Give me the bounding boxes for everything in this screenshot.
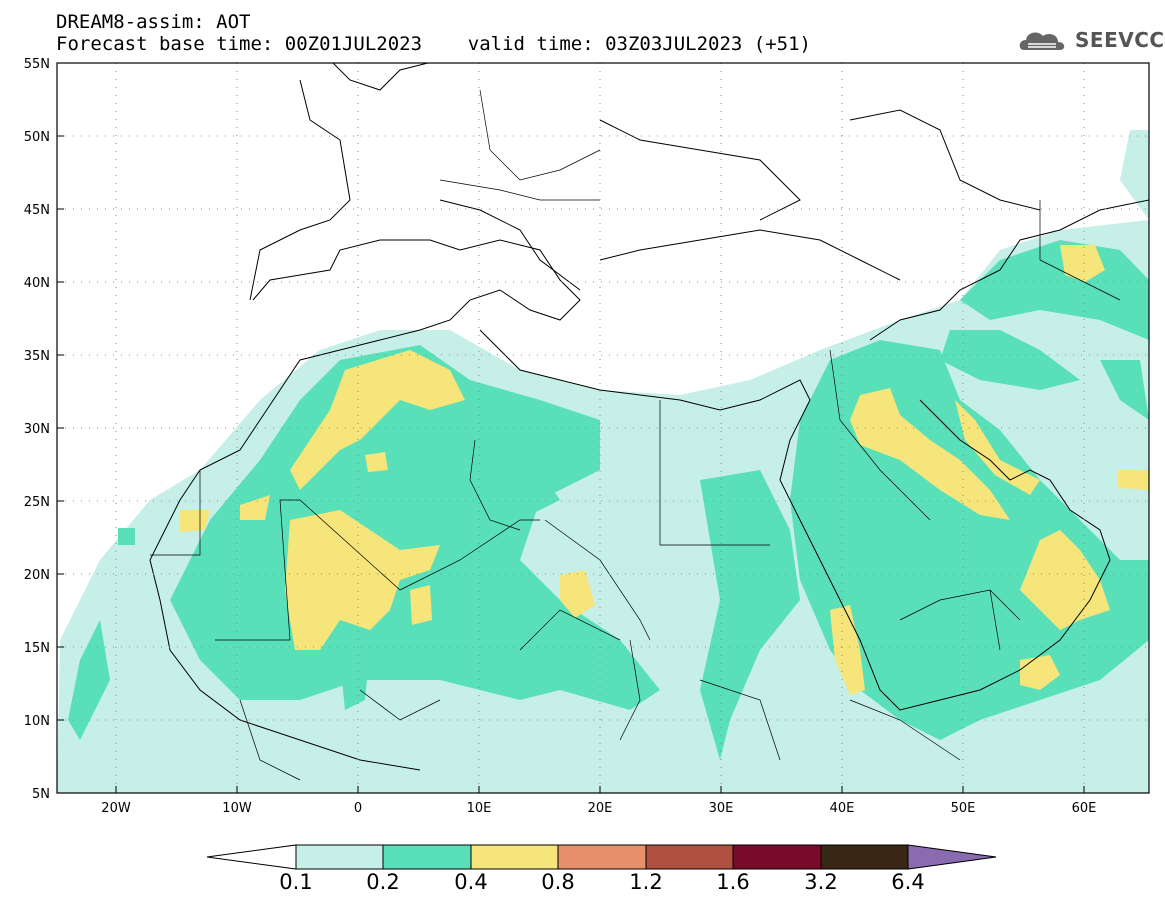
colorbar-label: 0.2 xyxy=(366,870,400,894)
colorbar-box xyxy=(295,844,384,870)
lon-label: 60E xyxy=(1072,801,1097,816)
country-borders xyxy=(150,89,1121,781)
lat-label: 55N xyxy=(24,57,50,72)
colorbar-label: 1.2 xyxy=(629,870,663,894)
lon-label: 40E xyxy=(830,801,855,816)
lat-label: 40N xyxy=(24,276,50,291)
lat-labels: 55N 50N 45N 40N 35N 30N 25N 20N 15N 10N … xyxy=(24,57,50,802)
lat-label: 35N xyxy=(24,349,50,364)
lon-label: 20E xyxy=(588,801,613,816)
colorbar-label: 6.4 xyxy=(891,870,925,894)
lat-label: 20N xyxy=(24,568,50,583)
lat-label: 50N xyxy=(24,130,50,145)
lon-label: 0 xyxy=(354,801,362,816)
lat-label: 25N xyxy=(24,495,50,510)
colorbar-label: 0.1 xyxy=(279,870,313,894)
colorbar-arrow-low xyxy=(206,844,297,870)
colorbar-label: 0.4 xyxy=(454,870,488,894)
colorbar-box xyxy=(470,844,559,870)
grid-lines xyxy=(57,63,1149,793)
lon-label: 20W xyxy=(101,801,131,816)
forecast-times: Forecast base time: 00Z01JUL2023 valid t… xyxy=(56,33,811,55)
lon-label: 50E xyxy=(951,801,976,816)
lat-label: 15N xyxy=(24,641,50,656)
lon-label: 30E xyxy=(709,801,734,816)
colorbar-box xyxy=(645,844,734,870)
cloud-logo-icon xyxy=(1019,32,1065,50)
lat-label: 10N xyxy=(24,714,50,729)
axis-ticks xyxy=(57,135,1085,793)
coastlines xyxy=(149,63,1149,771)
colorbar-box xyxy=(382,844,472,870)
colorbar-box xyxy=(557,844,647,870)
colorbar-box xyxy=(820,844,909,870)
lat-label: 30N xyxy=(24,422,50,437)
colorbar-label: 0.8 xyxy=(541,870,575,894)
colorbar-label: 1.6 xyxy=(716,870,750,894)
colorbar-box xyxy=(732,844,822,870)
aot-field-0.4 xyxy=(180,245,1149,695)
lon-labels: 20W 10W 0 10E 20E 30E 40E 50E 60E xyxy=(101,801,1096,816)
lon-label: 10W xyxy=(222,801,252,816)
lat-label: 45N xyxy=(24,203,50,218)
colorbar-arrow-high xyxy=(907,844,997,870)
lat-label: 5N xyxy=(32,787,50,802)
map-title: DREAM8-assim: AOT xyxy=(56,11,251,33)
colorbar-label: 3.2 xyxy=(804,870,838,894)
lon-label: 10E xyxy=(467,801,492,816)
logo-text: SEEVCCC xyxy=(1075,28,1165,52)
